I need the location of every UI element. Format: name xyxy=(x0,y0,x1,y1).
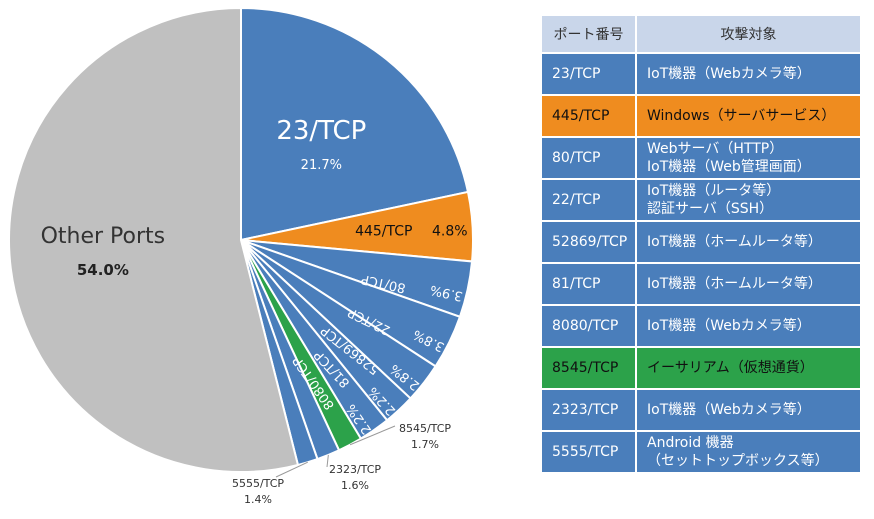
attack-target-cell: IoT機器（ホームルータ等） xyxy=(635,220,862,264)
attack-target-line: 認証サーバ（SSH） xyxy=(647,201,774,217)
table-header-row: ポート番号 攻撃対象 xyxy=(540,14,862,54)
table-row: 23/TCP IoT機器（Webカメラ等） xyxy=(540,52,862,96)
pie-slice-23-tcp xyxy=(240,6,470,242)
table-row: 5555/TCP Android 機器 （セットトップボックス等） xyxy=(540,430,862,474)
port-number-cell: 52869/TCP xyxy=(540,220,637,264)
pie-label-2323-tcp: 2323/TCP xyxy=(329,463,381,476)
port-number-cell: 8080/TCP xyxy=(540,304,637,348)
attack-target-line: IoT機器（Webカメラ等） xyxy=(647,402,811,418)
attack-target-cell: IoT機器（Webカメラ等） xyxy=(635,304,862,348)
port-number-cell: 2323/TCP xyxy=(540,388,637,432)
pie-label-445-tcp-value: 4.8% xyxy=(432,223,468,239)
pie-label-23-tcp-value: 21.7% xyxy=(301,158,342,173)
table-row: 52869/TCP IoT機器（ホームルータ等） xyxy=(540,220,862,264)
attack-target-cell: Android 機器 （セットトップボックス等） xyxy=(635,430,862,474)
pie-label-5555-tcp-value: 1.4% xyxy=(244,493,272,506)
pie-label-23-tcp: 23/TCP xyxy=(276,116,366,146)
header-attack-target: 攻撃対象 xyxy=(635,14,862,54)
attack-target-line: IoT機器（Webカメラ等） xyxy=(647,66,811,82)
attack-target-line: Android 機器 xyxy=(647,435,734,451)
table-row: 80/TCP Webサーバ（HTTP） IoT機器（Web管理画面） xyxy=(540,136,862,180)
attack-target-cell: IoT機器（ホームルータ等） xyxy=(635,262,862,306)
pie-label-80-tcp-value: 3.9% xyxy=(429,282,464,304)
attack-target-line: Webサーバ（HTTP） xyxy=(647,141,784,157)
pie-slice-other-ports xyxy=(8,6,300,473)
port-number-cell: 8545/TCP xyxy=(540,346,637,390)
port-number-cell: 22/TCP xyxy=(540,178,637,222)
attack-target-line: （セットトップボックス等） xyxy=(647,453,829,469)
pie-label-other-ports: Other Ports xyxy=(41,224,166,249)
attack-target-cell: IoT機器（Webカメラ等） xyxy=(635,52,862,96)
leader-line-5555-tcp xyxy=(275,461,308,478)
attack-target-line: IoT機器（ホームルータ等） xyxy=(647,276,822,292)
table-row: 445/TCP Windows（サーバサービス） xyxy=(540,94,862,138)
attack-target-line: IoT機器（Web管理画面） xyxy=(647,159,811,175)
attack-target-cell: IoT機器（ルータ等） 認証サーバ（SSH） xyxy=(635,178,862,222)
attack-target-cell: イーサリアム（仮想通貨） xyxy=(635,346,862,390)
attack-target-line: Windows（サーバサービス） xyxy=(647,108,836,124)
pie-label-other-ports-value: 54.0% xyxy=(77,261,129,279)
table-row: 2323/TCP IoT機器（Webカメラ等） xyxy=(540,388,862,432)
pie-label-5555-tcp: 5555/TCP xyxy=(232,477,284,490)
attack-target-cell: Webサーバ（HTTP） IoT機器（Web管理画面） xyxy=(635,136,862,180)
attack-target-line: IoT機器（ホームルータ等） xyxy=(647,234,822,250)
port-number-cell: 5555/TCP xyxy=(540,430,637,474)
attack-target-cell: IoT機器（Webカメラ等） xyxy=(635,388,862,432)
port-target-table: ポート番号 攻撃対象 23/TCP IoT機器（Webカメラ等） 445/TCP Wi… xyxy=(540,14,862,474)
port-number-cell: 23/TCP xyxy=(540,52,637,96)
pie-label-8545-tcp: 8545/TCP xyxy=(399,422,451,435)
pie-label-8545-tcp-value: 1.7% xyxy=(411,438,439,451)
port-number-cell: 80/TCP xyxy=(540,136,637,180)
attack-target-line: IoT機器（Webカメラ等） xyxy=(647,318,811,334)
port-number-cell: 445/TCP xyxy=(540,94,637,138)
table-row: 22/TCP IoT機器（ルータ等） 認証サーバ（SSH） xyxy=(540,178,862,222)
pie-label-2323-tcp-value: 1.6% xyxy=(341,479,369,492)
attack-target-cell: Windows（サーバサービス） xyxy=(635,94,862,138)
pie-label-445-tcp: 445/TCP xyxy=(355,223,412,239)
attack-target-line: IoT機器（ルータ等） xyxy=(647,183,781,199)
header-port-number: ポート番号 xyxy=(540,14,637,54)
table-row: 81/TCP IoT機器（ホームルータ等） xyxy=(540,262,862,306)
table-row: 8545/TCP イーサリアム（仮想通貨） xyxy=(540,346,862,390)
attack-target-line: イーサリアム（仮想通貨） xyxy=(647,360,814,376)
leader-line-8545-tcp xyxy=(349,425,396,446)
leader-line-2323-tcp xyxy=(326,454,329,468)
port-number-cell: 81/TCP xyxy=(540,262,637,306)
table-row: 8080/TCP IoT機器（Webカメラ等） xyxy=(540,304,862,348)
